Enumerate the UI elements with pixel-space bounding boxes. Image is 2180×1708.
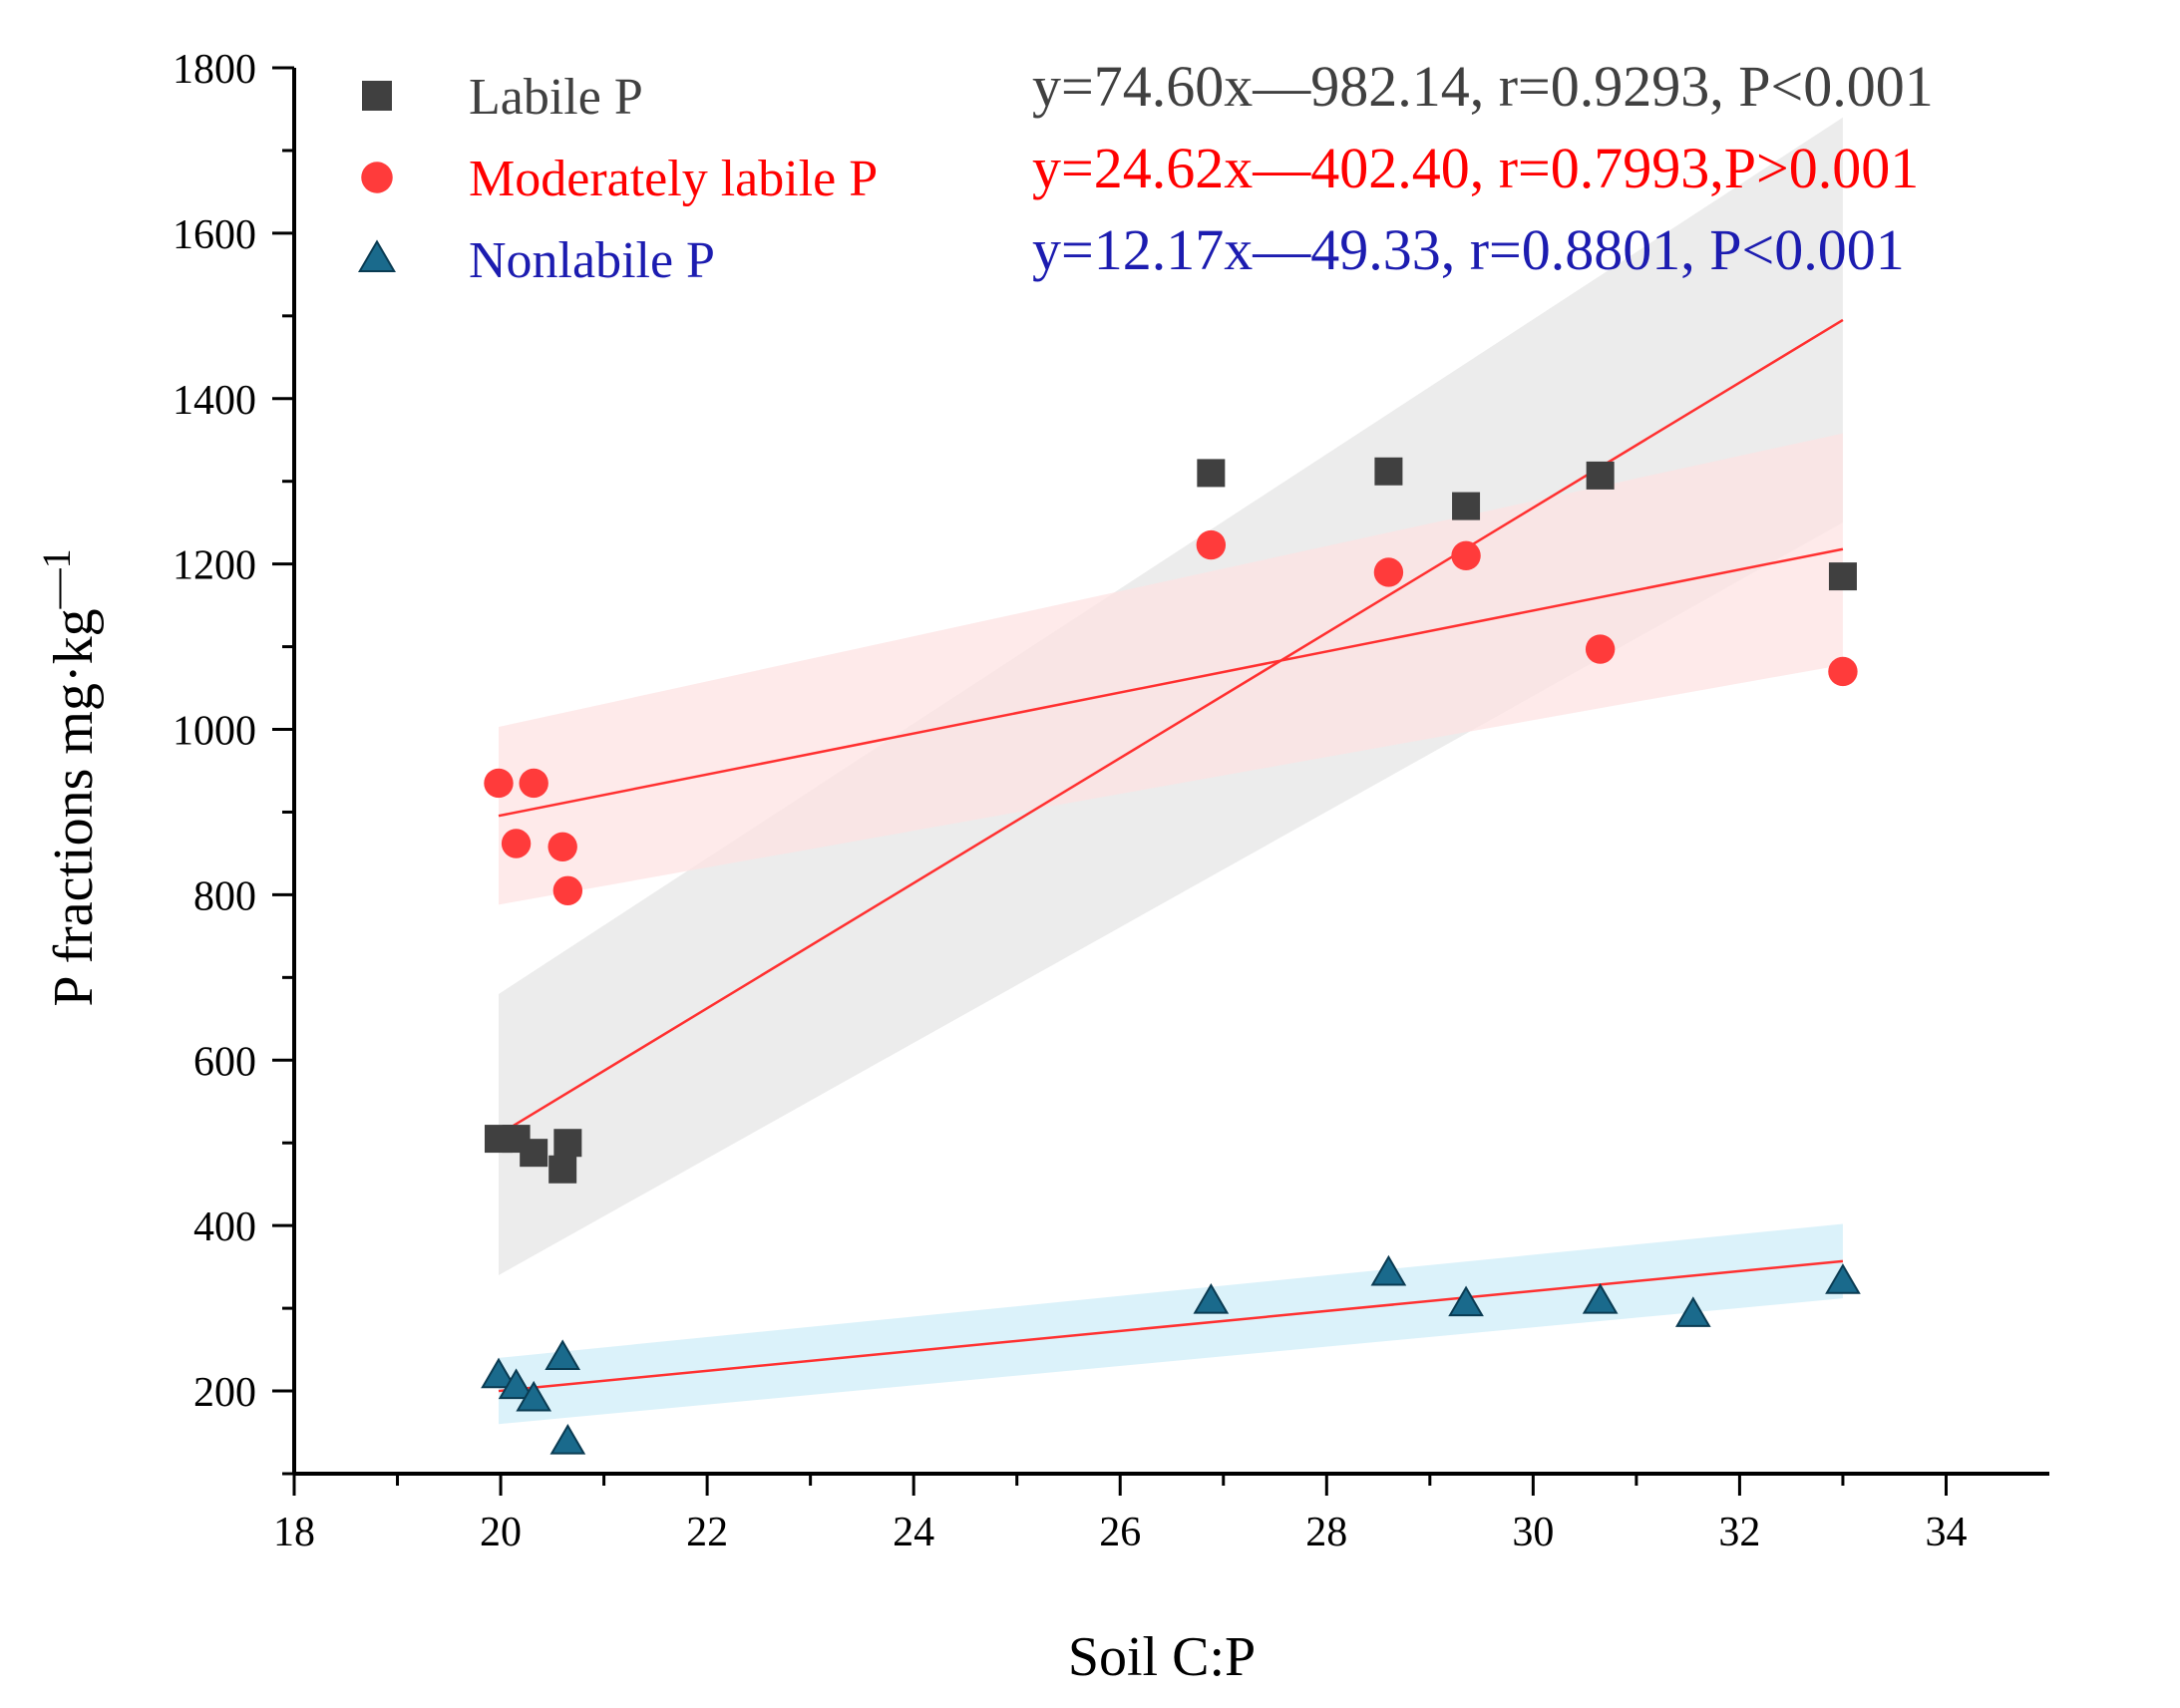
labile-p-point bbox=[1452, 492, 1481, 520]
x-tick-label: 26 bbox=[1099, 1510, 1141, 1555]
y-tick-label: 1600 bbox=[173, 212, 256, 258]
nonlabile-p-point bbox=[1448, 1285, 1484, 1317]
x-tick-label: 28 bbox=[1305, 1510, 1347, 1555]
moderately-labile-p-point bbox=[501, 829, 532, 858]
moderately-labile-p-point bbox=[1585, 634, 1616, 664]
labile-p-fit-line bbox=[498, 318, 1844, 1137]
y-axis-title-main: P fractions mg·kg bbox=[43, 608, 105, 1006]
nonlabile-p-point bbox=[545, 1339, 581, 1371]
labile-p-point bbox=[520, 1139, 548, 1168]
x-tick-label: 20 bbox=[480, 1510, 522, 1555]
regression-equations: y=74.60x—982.14, r=0.9293, P<0.001 y=24.6… bbox=[1032, 54, 1934, 282]
moderately-labile-p-fit-line bbox=[498, 547, 1844, 818]
moderately-labile-p-point bbox=[1451, 540, 1481, 571]
legend-label-labile-p: Labile P bbox=[469, 69, 643, 126]
x-tick-label: 18 bbox=[273, 1510, 315, 1555]
fit-lines bbox=[498, 318, 1844, 1393]
y-tick-label: 1200 bbox=[173, 543, 256, 589]
legend: Labile P Moderately labile P Nonlabile P bbox=[358, 69, 878, 289]
moderately-labile-p-point bbox=[484, 768, 514, 799]
moderately-labile-p-point bbox=[547, 832, 577, 862]
labile-p-point bbox=[553, 1129, 582, 1158]
data-points bbox=[481, 457, 1861, 1455]
y-tick-label: 600 bbox=[193, 1039, 256, 1085]
y-axis-title-sup: —1 bbox=[34, 548, 79, 609]
nonlabile-p-point bbox=[1674, 1296, 1711, 1327]
nonlabile-p-point bbox=[498, 1368, 535, 1400]
nonlabile-p-confidence-band bbox=[498, 1223, 1843, 1425]
y-tick-label: 800 bbox=[193, 873, 256, 919]
equation-nonlabile-p: y=12.17x—49.33, r=0.8801, P<0.001 bbox=[1032, 217, 1905, 282]
legend-marker-labile-p bbox=[362, 81, 392, 111]
x-tick-label: 32 bbox=[1718, 1510, 1760, 1555]
moderately-labile-p-point bbox=[1196, 529, 1227, 560]
nonlabile-p-point bbox=[516, 1380, 552, 1412]
x-tick-label: 34 bbox=[1925, 1510, 1967, 1555]
labile-p-point bbox=[1197, 459, 1226, 488]
svg-text:P fractions mg·kg—1: P fractions mg·kg—1 bbox=[34, 548, 106, 1006]
y-tick-label: 1400 bbox=[173, 378, 256, 424]
x-tick-label: 30 bbox=[1512, 1510, 1554, 1555]
labile-p-point bbox=[1374, 457, 1403, 486]
equation-labile-p: y=74.60x—982.14, r=0.9293, P<0.001 bbox=[1032, 54, 1934, 119]
y-axis-title: P fractions mg·kg—1 bbox=[34, 548, 106, 1006]
legend-marker-nonlabile-p bbox=[358, 239, 396, 272]
equation-moderately-labile-p: y=24.62x—402.40, r=0.7993,P>0.001 bbox=[1032, 136, 1919, 200]
nonlabile-p-point bbox=[1193, 1283, 1230, 1314]
labile-p-point bbox=[1828, 562, 1857, 591]
labile-p-point bbox=[548, 1155, 577, 1184]
moderately-labile-p-confidence-band bbox=[498, 433, 1843, 905]
moderately-labile-p-point bbox=[1828, 656, 1858, 687]
x-tick-label: 22 bbox=[686, 1510, 728, 1555]
legend-marker-moderately-labile-p bbox=[361, 162, 393, 193]
nonlabile-p-point bbox=[549, 1424, 586, 1455]
nonlabile-p-point bbox=[1825, 1263, 1861, 1294]
nonlabile-p-fit-line bbox=[498, 1259, 1844, 1393]
legend-label-moderately-labile-p: Moderately labile P bbox=[469, 151, 878, 207]
axes: 18 20 22 24 26 28 30 32 34 200 400 600 800 1000 1200 14… bbox=[173, 47, 2049, 1555]
moderately-labile-p-point bbox=[519, 768, 548, 799]
y-tick-label: 1000 bbox=[173, 709, 256, 755]
y-tick-label: 400 bbox=[193, 1204, 256, 1250]
y-tick-label: 200 bbox=[193, 1370, 256, 1416]
nonlabile-p-point bbox=[1370, 1254, 1407, 1286]
x-axis-title: Soil C:P bbox=[1068, 1626, 1256, 1688]
x-tick-label: 24 bbox=[893, 1510, 934, 1555]
y-tick-label: 1800 bbox=[173, 47, 256, 93]
legend-label-nonlabile-p: Nonlabile P bbox=[469, 232, 715, 289]
labile-p-point bbox=[1586, 461, 1615, 490]
nonlabile-p-point bbox=[1582, 1283, 1619, 1314]
moderately-labile-p-point bbox=[1373, 557, 1404, 587]
confidence-bands bbox=[498, 117, 1843, 1425]
moderately-labile-p-point bbox=[552, 875, 583, 905]
nonlabile-p-point bbox=[481, 1357, 517, 1389]
